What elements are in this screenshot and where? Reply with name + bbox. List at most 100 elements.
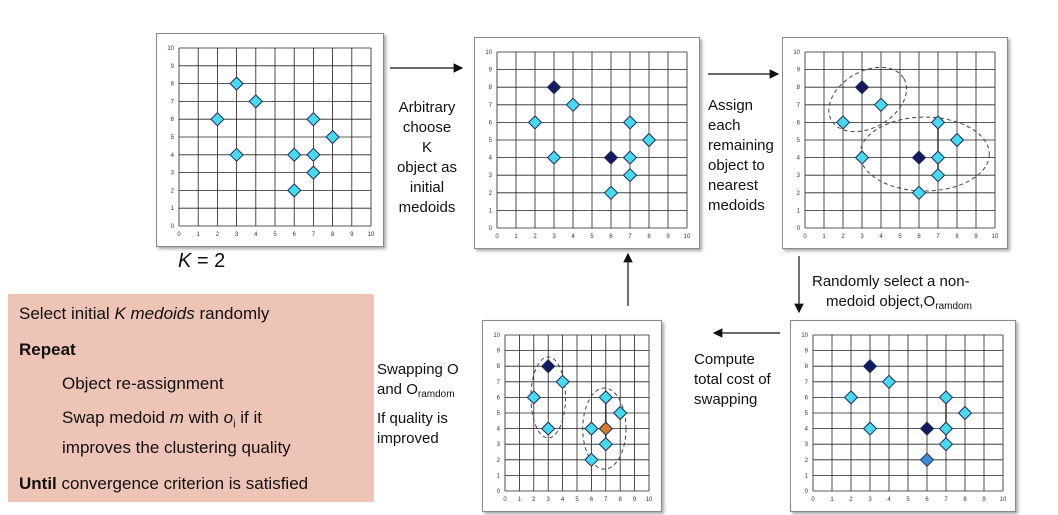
- y-tick-label: 6: [497, 395, 501, 401]
- algo-line-improves: improves the clustering quality: [62, 438, 291, 457]
- data-point: [622, 167, 638, 183]
- x-tick-label: 10: [992, 234, 999, 240]
- y-tick-label: 10: [167, 46, 174, 52]
- y-tick-label: 9: [805, 349, 809, 355]
- data-point: [546, 150, 562, 165]
- y-tick-label: 10: [793, 50, 800, 56]
- x-tick-label: 2: [841, 234, 845, 240]
- step1-line: medoids: [398, 199, 456, 216]
- x-tick-label: 9: [982, 497, 986, 503]
- x-tick-label: 1: [830, 497, 834, 503]
- algo-line-swap: Swap medoid m with oi if it: [62, 408, 262, 431]
- x-tick-label: 2: [849, 497, 853, 503]
- medoid-point: [546, 79, 562, 95]
- x-tick-label: 7: [944, 497, 948, 503]
- y-tick-label: 10: [493, 333, 500, 339]
- step-choose-medoids: Arbitrary choose K object as initial med…: [396, 98, 458, 218]
- step3-line1: Randomly select a non-: [812, 273, 970, 290]
- x-tick-label: 10: [646, 497, 653, 503]
- x-tick-label: 1: [822, 234, 826, 240]
- y-tick-label: 5: [797, 138, 801, 144]
- x-tick-label: 0: [811, 497, 815, 503]
- y-tick-label: 6: [489, 120, 493, 126]
- plot-initial-points: 0 0 1 1 2 2 3 3 4 4 5 5 6 6 7 7 8 8 9 9 10 10: [156, 33, 384, 247]
- data-point: [598, 390, 614, 405]
- x-tick-label: 3: [552, 234, 556, 240]
- y-tick-label: 4: [497, 427, 501, 433]
- step5-sub: ramdom: [417, 389, 455, 400]
- y-tick-label: 2: [489, 191, 493, 197]
- plot-swapped: 0 0 1 1 2 2 3 3 4 4 5 5 6 6 7 7 8 8 9 9 10 10: [482, 320, 662, 512]
- step1-line: Arbitrary: [398, 99, 456, 116]
- data-point: [930, 167, 946, 183]
- data-point: [938, 390, 954, 405]
- cluster-boundary: [859, 116, 990, 192]
- y-tick-label: 1: [171, 206, 175, 212]
- x-tick-label: 8: [955, 234, 959, 240]
- data-point: [306, 165, 321, 180]
- y-tick-label: 1: [805, 473, 809, 479]
- y-tick-label: 5: [805, 411, 809, 417]
- data-point: [835, 115, 851, 130]
- data-point: [957, 405, 973, 421]
- data-point: [584, 421, 599, 436]
- data-point: [930, 150, 946, 165]
- x-tick-label: 7: [936, 234, 940, 240]
- data-point: [843, 390, 859, 405]
- data-point: [229, 76, 244, 91]
- step1-line: choose K: [402, 119, 452, 156]
- step1-line: object as: [396, 159, 458, 176]
- data-point: [325, 129, 340, 145]
- y-tick-label: 3: [805, 442, 809, 448]
- cluster-boundary: [828, 66, 908, 133]
- algo-line-select: Select initial K medoids randomly: [19, 304, 270, 323]
- x-tick-label: 4: [561, 497, 565, 503]
- x-tick-label: 7: [604, 497, 608, 503]
- data-point: [555, 374, 570, 390]
- x-tick-label: 10: [1000, 497, 1007, 503]
- y-tick-label: 7: [797, 103, 801, 109]
- x-tick-label: 1: [518, 497, 522, 503]
- y-tick-label: 2: [797, 191, 801, 197]
- y-tick-label: 0: [805, 489, 809, 495]
- y-tick-label: 4: [805, 427, 809, 433]
- data-point: [854, 150, 870, 165]
- y-tick-label: 6: [805, 395, 809, 401]
- scatter-grid: 00 1 1 2 2 3 3 4 4 5 5 6 6 7 7 8 8 9 9 10 10: [167, 46, 375, 238]
- step2-line: nearest: [708, 177, 759, 194]
- x-tick-label: 6: [925, 497, 929, 503]
- new-medoid-point: [598, 421, 614, 436]
- data-point: [527, 115, 543, 130]
- y-tick-label: 5: [171, 135, 175, 141]
- step5-line1: Swapping O: [377, 361, 459, 378]
- y-tick-label: 5: [497, 411, 501, 417]
- y-tick-label: 0: [797, 226, 801, 232]
- data-point: [938, 421, 954, 436]
- data-point: [911, 185, 927, 201]
- step2-line: medoids: [708, 197, 765, 214]
- y-tick-label: 4: [171, 153, 175, 159]
- y-tick-label: 7: [805, 380, 809, 386]
- y-tick-label: 3: [171, 171, 175, 177]
- medoid-point: [854, 79, 870, 95]
- step3-line2: medoid object,Oramdom: [826, 293, 972, 312]
- y-tick-label: 7: [497, 380, 501, 386]
- algo-line-repeat: Repeat: [19, 340, 76, 359]
- data-point: [881, 374, 897, 390]
- data-point: [598, 436, 614, 452]
- x-tick-label: 6: [293, 232, 297, 238]
- step2-line: Assign: [708, 97, 754, 114]
- plot-initial-medoids: 0 0 1 1 2 2 3 3 4 4 5 5 6 6 7 7 8 8 9 9 10 10: [474, 37, 700, 249]
- x-tick-label: 2: [532, 497, 536, 503]
- k-value-label: K = 2: [178, 250, 225, 273]
- y-tick-label: 8: [171, 82, 175, 88]
- y-tick-label: 9: [489, 68, 493, 74]
- y-tick-label: 8: [797, 85, 801, 91]
- step4-line: swapping: [694, 391, 758, 408]
- medoid-point: [603, 150, 619, 165]
- x-tick-label: 2: [216, 232, 220, 238]
- data-point: [286, 147, 302, 163]
- data-point: [641, 132, 657, 148]
- x-tick-label: 5: [590, 234, 594, 240]
- y-tick-label: 1: [489, 208, 493, 214]
